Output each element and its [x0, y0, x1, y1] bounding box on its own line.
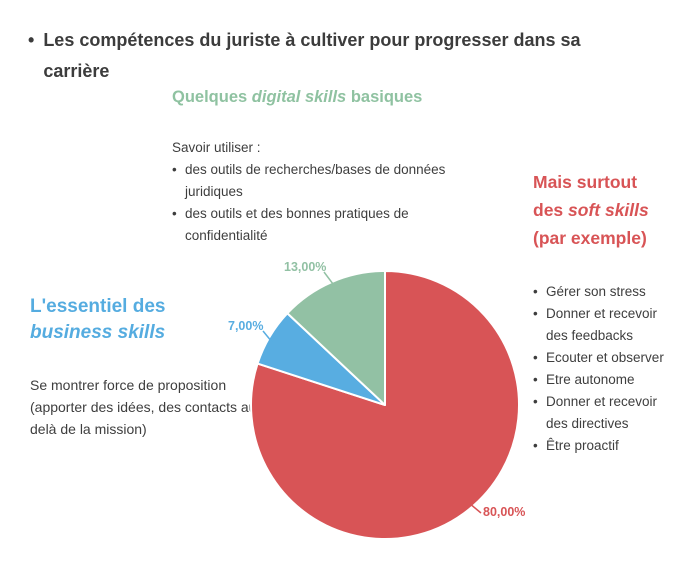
list-item-bullet: •: [533, 306, 538, 321]
page-title: • Les compétences du juriste à cultiver …: [28, 25, 618, 87]
list-item: • Ecouter et observer: [533, 347, 669, 369]
list-item-label: Etre autonome: [546, 372, 635, 387]
list-item-bullet: •: [533, 372, 538, 387]
business-skills-text: Se montrer force de proposition (apporte…: [30, 377, 262, 437]
business-skills-heading: L'essentiel des business skills: [30, 294, 200, 346]
digital-heading-suffix: basiques: [346, 88, 423, 106]
list-item-bullet: •: [533, 350, 538, 365]
pie-value-label-business-skills: 7,00%: [228, 319, 264, 333]
soft-skills-heading: Mais surtout des soft skills (par exempl…: [533, 168, 671, 252]
list-item: • des outils et des bonnes pratiques de …: [172, 203, 474, 247]
pie-value-label-soft-skills: 80,00%: [483, 505, 526, 519]
list-item-label: Ecouter et observer: [546, 350, 664, 365]
list-item-bullet: •: [533, 284, 538, 299]
list-item-label: Être proactif: [546, 438, 619, 453]
digital-intro: Savoir utiliser :: [172, 140, 261, 155]
list-item-label: Donner et recevoir des directives: [546, 394, 658, 431]
list-item-label: Gérer son stress: [546, 284, 646, 299]
list-item-label: Donner et recevoir des feedbacks: [546, 306, 658, 343]
list-item-label: des outils de recherches/bases de donnée…: [185, 162, 446, 199]
business-heading-prefix: L'essentiel des: [30, 296, 166, 317]
list-item-bullet: •: [172, 162, 177, 177]
soft-skills-list: • Gérer son stress • Donner et recevoir …: [533, 281, 669, 457]
title-bullet: •: [28, 30, 35, 50]
list-item: • des outils de recherches/bases de donn…: [172, 159, 474, 203]
list-item-label: des outils et des bonnes pratiques de co…: [185, 206, 409, 243]
list-item-bullet: •: [533, 438, 538, 453]
pie-label-leader-business-skills: [262, 330, 273, 343]
digital-skills-block: Savoir utiliser : • des outils de recher…: [172, 137, 474, 247]
list-item-bullet: •: [172, 206, 177, 221]
soft-heading-prefix: Mais surtout des: [533, 172, 638, 220]
list-item: • Donner et recevoir des directives: [533, 391, 669, 435]
soft-heading-italic: soft skills: [568, 200, 649, 220]
pie-label-leader-digital-skills: [323, 271, 334, 285]
digital-skills-list: • des outils de recherches/bases de donn…: [172, 159, 474, 247]
digital-skills-heading: Quelques digital skills basiques: [172, 88, 422, 107]
list-item-bullet: •: [533, 394, 538, 409]
pie-label-leader-soft-skills: [456, 502, 482, 514]
digital-heading-prefix: Quelques: [172, 88, 252, 106]
list-item: • Gérer son stress: [533, 281, 669, 303]
soft-skills-block: • Gérer son stress • Donner et recevoir …: [533, 281, 669, 457]
list-item: • Etre autonome: [533, 369, 669, 391]
list-item: • Donner et recevoir des feedbacks: [533, 303, 669, 347]
business-heading-italic: business skills: [30, 322, 166, 343]
pie-value-label-digital-skills: 13,00%: [284, 260, 327, 274]
digital-heading-italic: digital skills: [251, 88, 347, 106]
list-item: • Être proactif: [533, 435, 669, 457]
page-title-text: Les compétences du juriste à cultiver po…: [43, 30, 581, 81]
soft-heading-suffix: (par exemple): [533, 228, 647, 248]
